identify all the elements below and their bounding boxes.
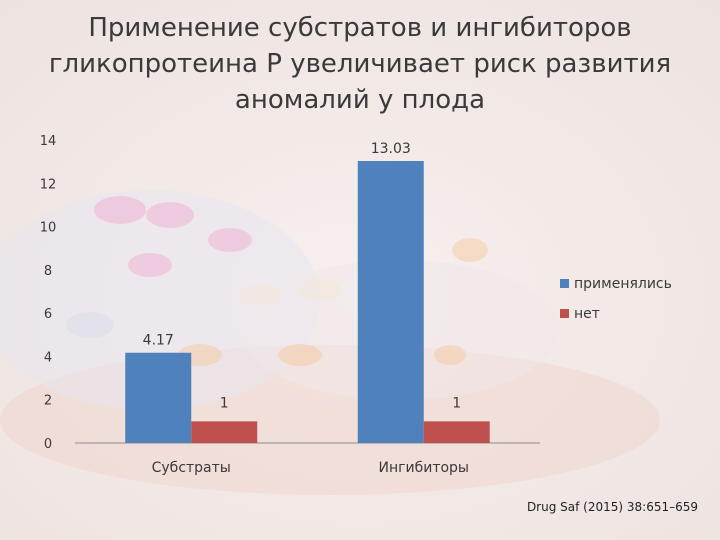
- legend-swatch: [560, 279, 569, 288]
- data-label: 13.03: [371, 141, 411, 157]
- bar-none-1: [423, 421, 490, 443]
- y-tick-label: 10: [40, 221, 57, 236]
- slide-title: Применение субстратов и ингибиторов глик…: [0, 10, 720, 118]
- title-line-1: Применение субстратов и ингибиторов: [88, 13, 632, 43]
- bar-none-0: [191, 421, 258, 443]
- source-citation: Drug Saf (2015) 38:651–659: [526, 500, 698, 514]
- title-line-3: аномалий у плода: [234, 85, 486, 115]
- data-label: 1: [452, 395, 461, 411]
- title-line-2: гликопротеина Р увеличивает риск развити…: [48, 49, 672, 79]
- data-label: 1: [220, 395, 229, 411]
- y-tick-label: 4: [44, 350, 52, 365]
- data-label: 4.17: [143, 333, 174, 349]
- y-tick-label: 2: [44, 394, 52, 409]
- bar-applied-0: [125, 352, 192, 443]
- y-tick-label: 0: [44, 437, 52, 452]
- x-tick-label: Субстраты: [152, 460, 231, 476]
- y-tick-label: 14: [40, 134, 57, 149]
- y-tick-label: 8: [44, 264, 52, 279]
- legend-label: нет: [574, 306, 600, 322]
- x-tick-label: Ингибиторы: [379, 460, 469, 476]
- legend-label: применялись: [574, 276, 672, 292]
- bar-applied-1: [357, 160, 424, 443]
- legend-swatch: [560, 309, 569, 318]
- y-tick-label: 6: [44, 307, 52, 322]
- y-tick-label: 12: [40, 177, 57, 192]
